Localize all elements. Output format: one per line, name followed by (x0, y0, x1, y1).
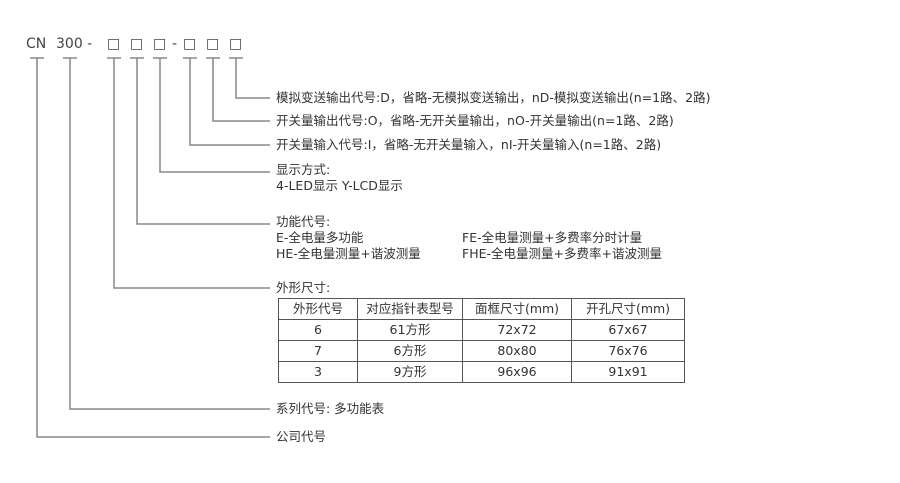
table-header: 开孔尺寸(mm) (571, 298, 685, 320)
table-header: 面框尺寸(mm) (462, 298, 572, 320)
table-header: 对应指针表型号 (357, 298, 463, 320)
table-cell: 72x72 (462, 319, 572, 341)
company-text: 公司代号 (276, 429, 327, 444)
table-row: 3 9方形 96x96 91x91 (278, 361, 685, 383)
analog-output-text: 模拟变送输出代号:D，省略-无模拟变送输出，nD-模拟变送输出(n=1路、2路) (276, 90, 711, 105)
code-box-switch-in: □ (183, 36, 197, 52)
function-label: 功能代号: (276, 214, 331, 229)
code-box-switch-out: □ (206, 36, 220, 52)
code-series: 300 - (56, 36, 93, 52)
display-options: 4-LED显示 Y-LCD显示 (276, 178, 403, 193)
switch-input-text: 开关量输入代号:I，省略-无开关量输入，nI-开关量输入(n=1路、2路) (276, 137, 662, 152)
series-text: 系列代号: 多功能表 (276, 401, 385, 416)
code-box-analog: □ (229, 36, 243, 52)
size-table: 外形代号 对应指针表型号 面框尺寸(mm) 开孔尺寸(mm) 6 61方形 72… (278, 298, 685, 383)
switch-output-text: 开关量输出代号:O，省略-无开关量输出，nO-开关量输出(n=1路、2路) (276, 113, 674, 128)
table-cell: 3 (278, 361, 358, 383)
table-cell: 80x80 (462, 340, 572, 362)
table-cell: 6方形 (357, 340, 463, 362)
size-label: 外形尺寸: (276, 280, 331, 295)
table-row: 7 6方形 80x80 76x76 (278, 340, 685, 362)
function-option: HE-全电量测量+谐波测量 (276, 246, 421, 261)
table-row: 6 61方形 72x72 67x67 (278, 319, 685, 341)
display-label: 显示方式: (276, 162, 331, 177)
code-separator: - (172, 36, 178, 52)
table-header-row: 外形代号 对应指针表型号 面框尺寸(mm) 开孔尺寸(mm) (278, 298, 685, 320)
function-option: E-全电量多功能 (276, 230, 364, 245)
table-cell: 9方形 (357, 361, 463, 383)
code-box-display: □ (153, 36, 167, 52)
code-box-function: □ (130, 36, 144, 52)
code-box-size: □ (107, 36, 121, 52)
table-cell: 67x67 (571, 319, 685, 341)
code-company: CN (26, 36, 47, 52)
function-option: FHE-全电量测量+多费率+谐波测量 (462, 246, 662, 261)
table-header: 外形代号 (278, 298, 358, 320)
table-cell: 91x91 (571, 361, 685, 383)
table-cell: 96x96 (462, 361, 572, 383)
function-option: FE-全电量测量+多费率分时计量 (462, 230, 643, 245)
table-cell: 76x76 (571, 340, 685, 362)
table-cell: 61方形 (357, 319, 463, 341)
table-cell: 7 (278, 340, 358, 362)
table-cell: 6 (278, 319, 358, 341)
